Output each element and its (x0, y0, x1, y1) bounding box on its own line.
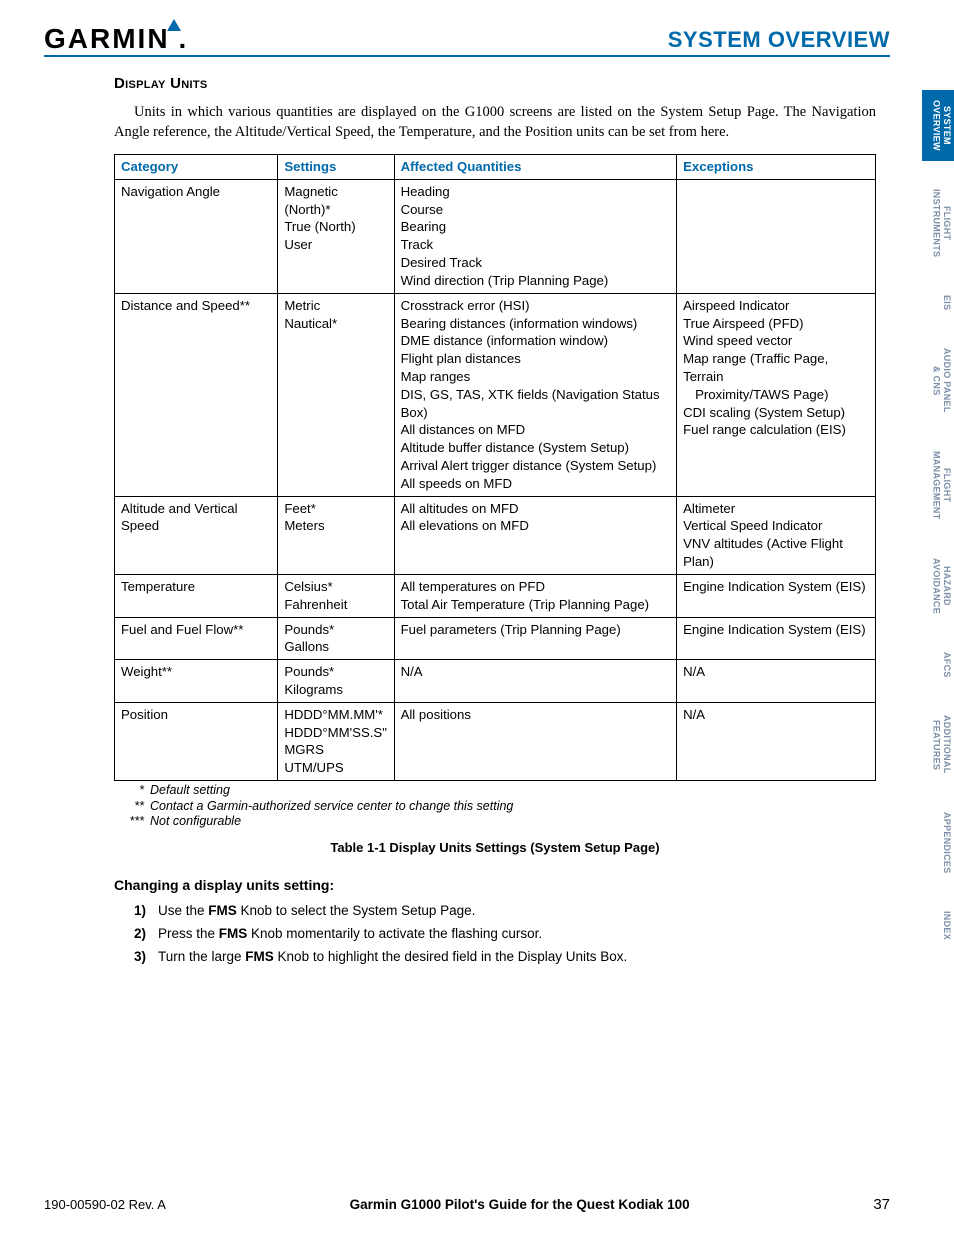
table-header-cell: Exceptions (677, 155, 876, 180)
table-row: Navigation AngleMagnetic (North)*True (N… (115, 179, 876, 293)
footer-docnum: 190-00590-02 Rev. A (44, 1197, 166, 1212)
table-row: Weight**Pounds*KilogramsN/AN/A (115, 660, 876, 703)
procedure-step: 2)Press the FMS Knob momentarily to acti… (134, 926, 876, 941)
table-footnotes: *Default setting**Contact a Garmin-autho… (120, 783, 876, 830)
table-cell: All positions (394, 702, 677, 780)
logo-dot: . (179, 25, 189, 53)
procedure-step: 1)Use the FMS Knob to select the System … (134, 903, 876, 918)
procedure-steps: 1)Use the FMS Knob to select the System … (134, 903, 876, 964)
table-cell: Crosstrack error (HSI)Bearing distances … (394, 293, 677, 496)
table-cell: Magnetic (North)*True (North)User (278, 179, 394, 293)
side-tab[interactable]: APPENDICES (922, 802, 954, 884)
table-row: PositionHDDD°MM.MM'*HDDD°MM'SS.S"MGRSUTM… (115, 702, 876, 780)
table-cell: N/A (677, 702, 876, 780)
procedure-step: 3)Turn the large FMS Knob to highlight t… (134, 949, 876, 964)
side-tab[interactable]: ADDITIONAL FEATURES (922, 705, 954, 784)
footnote: **Contact a Garmin-authorized service ce… (120, 799, 876, 815)
table-cell: Altitude and Vertical Speed (115, 496, 278, 574)
garmin-logo: GARMIN. (44, 25, 188, 53)
side-tabs: SYSTEM OVERVIEW FLIGHT INSTRUMENTS EIS AUDI… (922, 90, 954, 950)
table-cell: Weight** (115, 660, 278, 703)
table-cell: Fuel and Fuel Flow** (115, 617, 278, 660)
table-cell: Airspeed IndicatorTrue Airspeed (PFD)Win… (677, 293, 876, 496)
side-tab[interactable]: EIS (922, 285, 954, 320)
table-cell: All temperatures on PFDTotal Air Tempera… (394, 574, 677, 617)
table-cell: N/A (677, 660, 876, 703)
side-tab[interactable]: AFCS (922, 642, 954, 688)
table-row: Fuel and Fuel Flow**Pounds*GallonsFuel p… (115, 617, 876, 660)
table-row: TemperatureCelsius*FahrenheitAll tempera… (115, 574, 876, 617)
table-cell: All altitudes on MFDAll elevations on MF… (394, 496, 677, 574)
main-content: Display Units Units in which various qua… (114, 75, 876, 964)
footer-pagenum: 37 (873, 1196, 890, 1213)
footnote: ***Not configurable (120, 814, 876, 830)
side-tab[interactable]: AUDIO PANEL & CNS (922, 338, 954, 423)
display-units-table: CategorySettingsAffected QuantitiesExcep… (114, 154, 876, 781)
page-footer: 190-00590-02 Rev. A Garmin G1000 Pilot's… (44, 1196, 890, 1213)
side-tab[interactable]: INDEX (922, 901, 954, 950)
table-row: Altitude and Vertical SpeedFeet*MetersAl… (115, 496, 876, 574)
table-header-cell: Settings (278, 155, 394, 180)
table-cell: N/A (394, 660, 677, 703)
table-header-cell: Category (115, 155, 278, 180)
table-cell: Temperature (115, 574, 278, 617)
table-cell: MetricNautical* (278, 293, 394, 496)
table-cell: Pounds*Kilograms (278, 660, 394, 703)
table-cell: Feet*Meters (278, 496, 394, 574)
side-tab[interactable]: FLIGHT MANAGEMENT (922, 441, 954, 530)
footer-title: Garmin G1000 Pilot's Guide for the Quest… (350, 1197, 690, 1212)
header-title: SYSTEM OVERVIEW (668, 27, 890, 53)
table-cell: Celsius*Fahrenheit (278, 574, 394, 617)
table-cell: Pounds*Gallons (278, 617, 394, 660)
table-cell: Navigation Angle (115, 179, 278, 293)
section-heading: Display Units (114, 75, 876, 92)
table-cell: AltimeterVertical Speed IndicatorVNV alt… (677, 496, 876, 574)
body-paragraph: Units in which various quantities are di… (114, 102, 876, 142)
side-tab[interactable]: SYSTEM OVERVIEW (922, 90, 954, 161)
table-cell: Position (115, 702, 278, 780)
table-cell: Engine Indication System (EIS) (677, 574, 876, 617)
table-cell: Fuel parameters (Trip Planning Page) (394, 617, 677, 660)
logo-text: GARMIN (44, 25, 170, 53)
table-cell (677, 179, 876, 293)
table-cell: HeadingCourseBearingTrackDesired TrackWi… (394, 179, 677, 293)
side-tab[interactable]: FLIGHT INSTRUMENTS (922, 179, 954, 267)
table-cell: Distance and Speed** (115, 293, 278, 496)
table-caption: Table 1-1 Display Units Settings (System… (114, 840, 876, 855)
page-header: GARMIN. SYSTEM OVERVIEW (44, 25, 890, 57)
table-header-cell: Affected Quantities (394, 155, 677, 180)
table-cell: HDDD°MM.MM'*HDDD°MM'SS.S"MGRSUTM/UPS (278, 702, 394, 780)
footnote: *Default setting (120, 783, 876, 799)
side-tab[interactable]: HAZARD AVOIDANCE (922, 548, 954, 624)
procedure-heading: Changing a display units setting: (114, 877, 876, 893)
table-row: Distance and Speed**MetricNautical*Cross… (115, 293, 876, 496)
table-cell: Engine Indication System (EIS) (677, 617, 876, 660)
